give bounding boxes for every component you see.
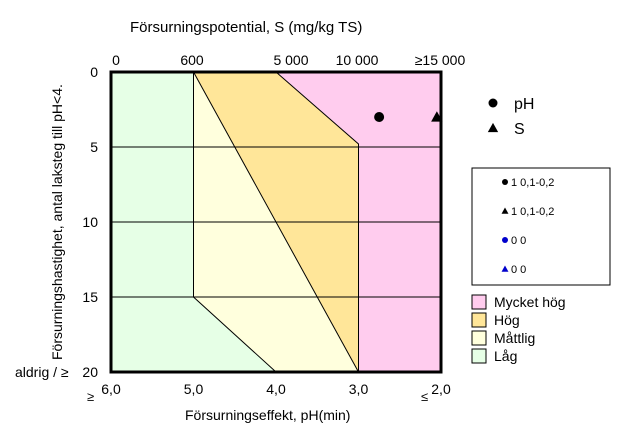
top-tick-label: 10 000 (336, 52, 379, 68)
data-point-s (431, 111, 443, 122)
zone-swatch (471, 330, 487, 346)
bottom-ge-marker: ≥ (87, 389, 94, 404)
zone-swatch (471, 294, 487, 310)
left-tick-label: 15 (82, 289, 98, 305)
left-tick-label: 20 (82, 364, 98, 380)
legend-entry-marker (501, 207, 509, 214)
top-tick-label: 600 (180, 52, 204, 68)
top-tick-label: 5 000 (273, 52, 308, 68)
top-axis-title: Försurningspotential, S (mg/kg TS) (130, 19, 362, 36)
left-tick-labels: 0 5 10 15 20 (82, 64, 98, 380)
bottom-tick-label: 6,0 (101, 381, 121, 397)
left-axis-title: Försurningshastighet, antal laksteg till… (49, 84, 65, 360)
zone-label: Hög (494, 312, 520, 328)
bottom-tick-label: 5,0 (184, 381, 204, 397)
legend-entry-label: 1 0,1-0,2 (511, 177, 554, 189)
zone-boundary-3 (275, 71, 359, 372)
zone-swatch (471, 312, 487, 328)
grid-layer (111, 146, 441, 298)
points-layer (374, 111, 443, 122)
legend-marker-ph (488, 98, 498, 108)
plot-frame (109, 70, 443, 374)
legend-entry-label: 0 0 (511, 235, 526, 247)
point-legend-entries: 1 0,1-0,2 1 0,1-0,2 0 0 0 0 (501, 177, 554, 276)
legend-entry-marker (502, 237, 508, 243)
bottom-le-marker: ≤ (421, 389, 428, 404)
top-tick-label: ≥15 000 (415, 52, 466, 68)
data-point-ph (374, 112, 385, 122)
top-tick-labels: 0 600 5 000 10 000 ≥15 000 (112, 52, 465, 68)
bottom-tick-label: 4,0 (266, 381, 286, 397)
bottom-axis-title: Försurningseffekt, pH(min) (185, 407, 350, 423)
top-tick-label: 0 (112, 52, 120, 68)
bottom-tick-label: 3,0 (349, 381, 369, 397)
left-tick-label: 10 (82, 214, 98, 230)
marker-legend: pH S (487, 96, 534, 138)
legend-entry-marker (502, 179, 508, 185)
legend-entry-label: 1 0,1-0,2 (511, 206, 554, 218)
zone-label: Måttlig (494, 330, 535, 346)
zone-label: Mycket hög (494, 294, 566, 310)
left-tick-label: 5 (90, 139, 98, 155)
point-legend-box (471, 167, 611, 286)
zone-label: Låg (494, 348, 517, 364)
legend-label-ph: pH (514, 96, 534, 113)
bottom-tick-labels: 6,0 5,0 4,0 3,0 2,0 (101, 381, 451, 397)
left-tick-label: 0 (90, 64, 98, 80)
zone-legend: Mycket hög Hög Måttlig Låg (471, 294, 566, 364)
legend-entry-marker (501, 265, 509, 272)
legend-entry-label: 0 0 (511, 264, 526, 276)
bottom-tick-label: 2,0 (431, 381, 451, 397)
left-axis-bottom-prefix: aldrig / ≥ (15, 364, 69, 380)
zone-swatch (471, 348, 487, 364)
legend-label-s: S (514, 121, 525, 138)
legend-marker-s (487, 122, 499, 133)
